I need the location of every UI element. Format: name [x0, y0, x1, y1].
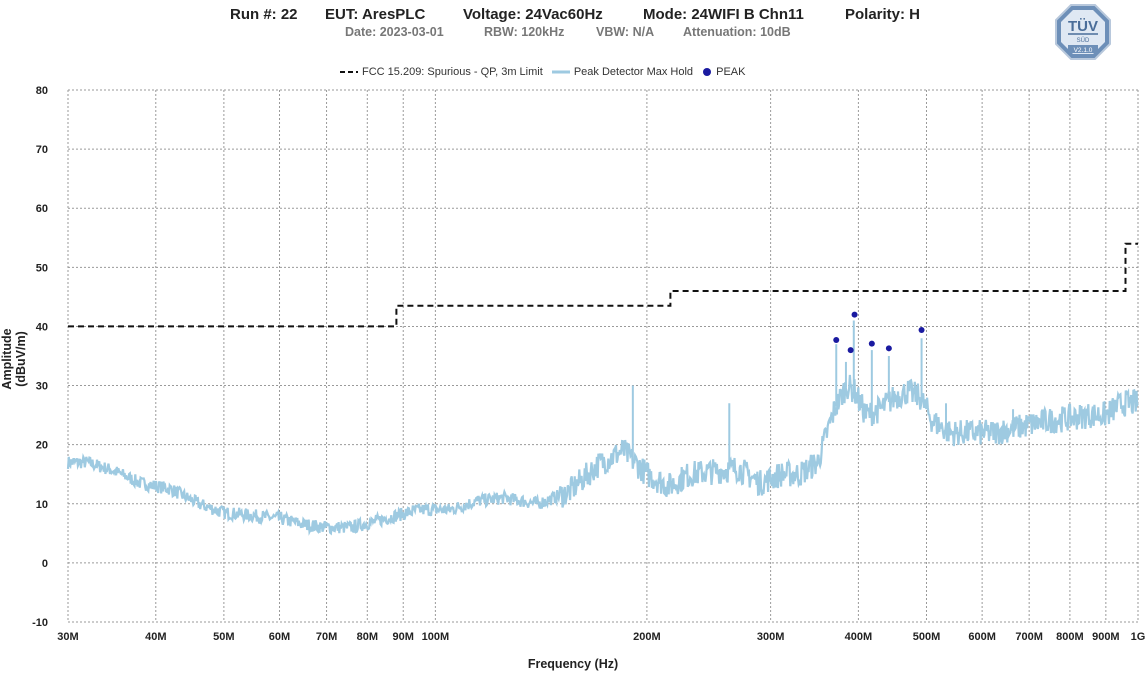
logo-text: TÜV — [1068, 18, 1098, 35]
y-tick-label: 80 — [36, 85, 48, 97]
y-tick-label: 50 — [36, 262, 48, 274]
x-tick-label: 400M — [845, 631, 873, 643]
tuv-logo: TÜV SÜD V2.1.0 — [1054, 3, 1112, 61]
run-number: Run #: 22 — [230, 6, 298, 23]
eut-label: EUT: AresPLC — [325, 6, 426, 23]
x-tick-label: 600M — [968, 631, 996, 643]
x-tick-label: 300M — [757, 631, 785, 643]
peak-marker — [833, 337, 840, 344]
y-tick-label: 0 — [42, 558, 48, 570]
dot-swatch — [703, 68, 712, 77]
x-tick-labels: 30M 40M 50M 60M 70M 80M 90M 100M 200M 300M 400M 500… — [57, 631, 1145, 643]
peak-detector-trace — [66, 320, 1139, 536]
y-tick-label: 20 — [36, 440, 48, 452]
y-tick-label: -10 — [32, 617, 48, 629]
voltage-label: Voltage: 24Vac60Hz — [463, 6, 603, 23]
x-tick-label: 900M — [1092, 631, 1120, 643]
chart-title-line-2: Date: 2023-03-01 RBW: 120kHz VBW: N/A At… — [0, 25, 1146, 41]
peak-marker — [847, 347, 854, 354]
x-tick-label: 500M — [913, 631, 941, 643]
dashed-line-swatch — [340, 71, 358, 74]
date-label: Date: 2023-03-01 — [345, 25, 444, 39]
y-tick-label: 60 — [36, 203, 48, 215]
x-tick-label: 80M — [357, 631, 378, 643]
logo-sub: SÜD — [1077, 37, 1090, 44]
tuv-octagon-icon: TÜV SÜD V2.1.0 — [1055, 4, 1111, 60]
legend-label-limit: FCC 15.209: Spurious - QP, 3m Limit — [362, 66, 543, 79]
chart-title-line-1: Run #: 22 EUT: AresPLC Voltage: 24Vac60H… — [0, 6, 1146, 26]
peak-marker — [868, 340, 875, 347]
chart-legend: FCC 15.209: Spurious - QP, 3m Limit Peak… — [340, 66, 751, 82]
grid-lines — [67, 89, 1139, 623]
legend-item-trace: Peak Detector Max Hold — [551, 66, 694, 79]
legend-label-peak: PEAK — [716, 66, 746, 79]
y-axis-label: Amplitude (dBuV/m) — [0, 328, 28, 390]
y-tick-label: 40 — [36, 321, 48, 333]
peak-markers — [833, 311, 925, 354]
logo-version: V2.1.0 — [1074, 47, 1093, 54]
solid-line-swatch — [551, 70, 570, 74]
x-tick-label: 50M — [213, 631, 234, 643]
polarity-label: Polarity: H — [845, 6, 921, 23]
peak-marker — [851, 311, 858, 318]
x-axis-label: Frequency (Hz) — [527, 657, 619, 671]
y-tick-label: 30 — [36, 381, 48, 393]
x-tick-label: 90M — [393, 631, 414, 643]
x-tick-label: 200M — [633, 631, 661, 643]
legend-item-peak: PEAK — [702, 66, 745, 78]
peak-marker — [918, 326, 925, 333]
x-tick-label: 60M — [269, 631, 290, 643]
limit-line — [68, 242, 1138, 328]
x-tick-label: 100M — [422, 631, 450, 643]
attenuation-label: Attenuation: 10dB — [683, 25, 791, 39]
x-tick-label: 1G — [1131, 631, 1146, 643]
x-tick-label: 40M — [145, 631, 166, 643]
y-tick-label: 70 — [36, 144, 48, 156]
x-tick-label: 30M — [57, 631, 78, 643]
vbw-label: VBW: N/A — [596, 25, 655, 39]
x-tick-label: 700M — [1015, 631, 1043, 643]
legend-label-trace: Peak Detector Max Hold — [573, 66, 694, 79]
legend-item-limit: FCC 15.209: Spurious - QP, 3m Limit — [340, 66, 543, 78]
peak-marker — [885, 345, 892, 352]
rbw-label: RBW: 120kHz — [484, 25, 565, 39]
trace-line — [66, 374, 1139, 536]
x-tick-label: 70M — [316, 631, 337, 643]
y-tick-labels: -10 0 10 20 30 40 50 60 70 80 — [32, 85, 48, 629]
y-tick-label: 10 — [36, 499, 48, 511]
x-tick-label: 800M — [1056, 631, 1084, 643]
mode-label: Mode: 24WIFI B Chn11 — [643, 6, 804, 23]
